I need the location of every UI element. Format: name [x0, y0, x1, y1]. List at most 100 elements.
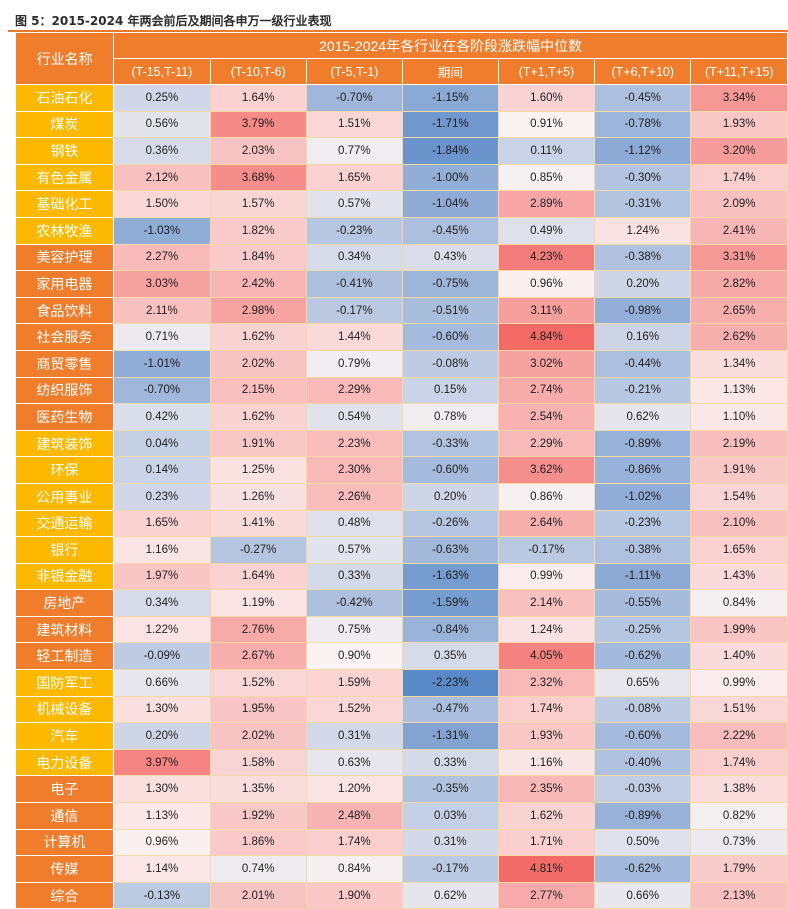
- heatmap-cell: -0.45%: [401, 216, 499, 245]
- heatmap-cell: -0.38%: [594, 243, 692, 272]
- heatmap-cell: 0.23%: [113, 482, 211, 511]
- industry-label: 汽车: [15, 722, 115, 750]
- heatmap-cell: 1.16%: [113, 536, 211, 564]
- industry-label: 钢铁: [15, 137, 115, 165]
- heatmap-cell: 1.90%: [305, 881, 403, 909]
- column-header: (T-15,T-11): [113, 58, 211, 85]
- heatmap-cell: -0.23%: [594, 509, 692, 538]
- industry-label: 环保: [15, 456, 115, 484]
- heatmap-cell: 1.91%: [209, 429, 307, 458]
- table-row: 建筑装饰 0.04% 1.91% 2.23% -0.33% 2.29% -0.89% 2.19…: [15, 429, 788, 458]
- heatmap-cell: 0.99%: [497, 562, 596, 591]
- heatmap-cell: -1.12%: [594, 137, 692, 165]
- heatmap-cell: 0.25%: [113, 84, 211, 112]
- industry-label: 非银金融: [15, 562, 115, 591]
- heatmap-cell: -1.15%: [401, 84, 499, 112]
- heatmap-cell: 0.14%: [113, 456, 211, 484]
- heatmap-cell: 2.03%: [209, 137, 307, 165]
- heatmap-cell: 2.62%: [690, 323, 788, 351]
- industry-label: 通信: [15, 802, 115, 830]
- table-row: 传媒 1.14% 0.74% 0.84% -0.17% 4.81% -0.62% 1.79%: [15, 855, 788, 883]
- heatmap-cell: 2.67%: [209, 642, 307, 671]
- heatmap-cell: -0.40%: [594, 748, 692, 777]
- heatmap-cell: 1.34%: [690, 349, 788, 378]
- heatmap-cell: 1.74%: [690, 748, 788, 777]
- heatmap-cell: 0.66%: [594, 881, 692, 909]
- heatmap-cell: -0.09%: [113, 642, 211, 671]
- industry-label: 轻工制造: [15, 642, 115, 671]
- heatmap-cell: 2.35%: [497, 775, 596, 804]
- heatmap-cell: 0.71%: [113, 323, 211, 351]
- heatmap-cell: -1.71%: [401, 110, 499, 139]
- heatmap-cell: -0.35%: [401, 775, 499, 804]
- heatmap-cell: 2.11%: [113, 296, 211, 325]
- industry-label: 电子: [15, 775, 115, 804]
- heatmap-cell: 1.52%: [209, 669, 307, 697]
- heatmap-cell: 2.10%: [690, 509, 788, 538]
- industry-label: 房地产: [15, 589, 115, 617]
- heatmap-cell: -0.42%: [305, 589, 403, 617]
- heatmap-cell: 2.23%: [305, 429, 403, 458]
- heatmap-cell: -0.08%: [401, 349, 499, 378]
- heatmap-cell: 1.26%: [209, 482, 307, 511]
- heatmap-cell: 1.35%: [209, 775, 307, 804]
- table-row: 机械设备 1.30% 1.95% 1.52% -0.47% 1.74% -0.08% 1.51…: [15, 695, 788, 724]
- heatmap-cell: 2.54%: [497, 403, 596, 431]
- heatmap-cell: -0.21%: [594, 376, 692, 405]
- heatmap-cell: 1.92%: [209, 802, 307, 830]
- heatmap-cell: 2.41%: [690, 216, 788, 245]
- heatmap-cell: -1.31%: [401, 722, 499, 750]
- heatmap-cell: 1.71%: [497, 828, 596, 857]
- heatmap-cell: 0.65%: [594, 669, 692, 697]
- heatmap-cell: 1.19%: [209, 589, 307, 617]
- heatmap-cell: 2.89%: [497, 190, 596, 218]
- heatmap-cell: 1.13%: [690, 376, 788, 405]
- column-header: (T+6,T+10): [594, 58, 692, 85]
- table-row: 房地产 0.34% 1.19% -0.42% -1.59% 2.14% -0.55% 0.84…: [15, 589, 788, 617]
- table-row: 基础化工 1.50% 1.57% 0.57% -1.04% 2.89% -0.31% 2.09…: [15, 190, 788, 218]
- heatmap-cell: 2.29%: [497, 429, 596, 458]
- industry-label: 传媒: [15, 855, 115, 883]
- heatmap-cell: 3.20%: [690, 137, 788, 165]
- heatmap-cell: 1.25%: [209, 456, 307, 484]
- heatmap-cell: 1.62%: [497, 802, 596, 830]
- heatmap-cell: -0.60%: [594, 722, 692, 750]
- heatmap-cell: -0.60%: [401, 323, 499, 351]
- heatmap-cell: 0.34%: [305, 243, 403, 272]
- heatmap-cell: -0.41%: [305, 270, 403, 298]
- heatmap-cell: 1.43%: [690, 562, 788, 591]
- heatmap-cell: -0.89%: [594, 429, 692, 458]
- heatmap-cell: 0.82%: [690, 802, 788, 830]
- heatmap-cell: -0.78%: [594, 110, 692, 139]
- heatmap-cell: 1.54%: [690, 482, 788, 511]
- heatmap-cell: 3.62%: [497, 456, 596, 484]
- heatmap-cell: 0.79%: [305, 349, 403, 378]
- table-row: 农林牧渔 -1.03% 1.82% -0.23% -0.45% 0.49% 1.24% 2.4…: [15, 216, 788, 245]
- industry-label: 建筑装饰: [15, 429, 115, 458]
- heatmap-cell: 0.42%: [113, 403, 211, 431]
- heatmap-cell: 3.02%: [497, 349, 596, 378]
- heatmap-cell: -0.98%: [594, 296, 692, 325]
- heatmap-cell: 1.86%: [209, 828, 307, 857]
- heatmap-cell: 1.20%: [305, 775, 403, 804]
- heatmap-cell: 0.63%: [305, 748, 403, 777]
- heatmap-cell: 2.74%: [497, 376, 596, 405]
- heatmap-body: 石油石化 0.25% 1.64% -0.70% -1.15% 1.60% -0.45% 3.3…: [15, 84, 788, 909]
- heatmap-cell: 3.11%: [497, 296, 596, 325]
- industry-label: 国防军工: [15, 669, 115, 697]
- table-row: 轻工制造 -0.09% 2.67% 0.90% 0.35% 4.05% -0.62% 1.40…: [15, 642, 788, 671]
- heatmap-cell: 1.93%: [497, 722, 596, 750]
- heatmap-cell: 1.30%: [113, 775, 211, 804]
- heatmap-cell: 1.38%: [690, 775, 788, 804]
- heatmap-cell: 0.35%: [401, 642, 499, 671]
- heatmap-cell: 1.64%: [209, 562, 307, 591]
- heatmap-cell: 0.31%: [305, 722, 403, 750]
- heatmap-cell: 1.91%: [690, 456, 788, 484]
- table-row: 综合 -0.13% 2.01% 1.90% 0.62% 2.77% 0.66% 2.13%: [15, 881, 788, 909]
- heatmap-cell: 0.57%: [305, 536, 403, 564]
- table-row: 钢铁 0.36% 2.03% 0.77% -1.84% 0.11% -1.12% 3.20%: [15, 137, 788, 165]
- heatmap-cell: 1.51%: [690, 695, 788, 724]
- heatmap-table-container: 行业名称 2015-2024年各行业在各阶段涨跌幅中位数 (T-15,T-11)…: [14, 32, 788, 909]
- figure-title: 图 5：2015-2024 年两会前后及期间各申万一级行业表现: [15, 14, 332, 28]
- heatmap-cell: 0.04%: [113, 429, 211, 458]
